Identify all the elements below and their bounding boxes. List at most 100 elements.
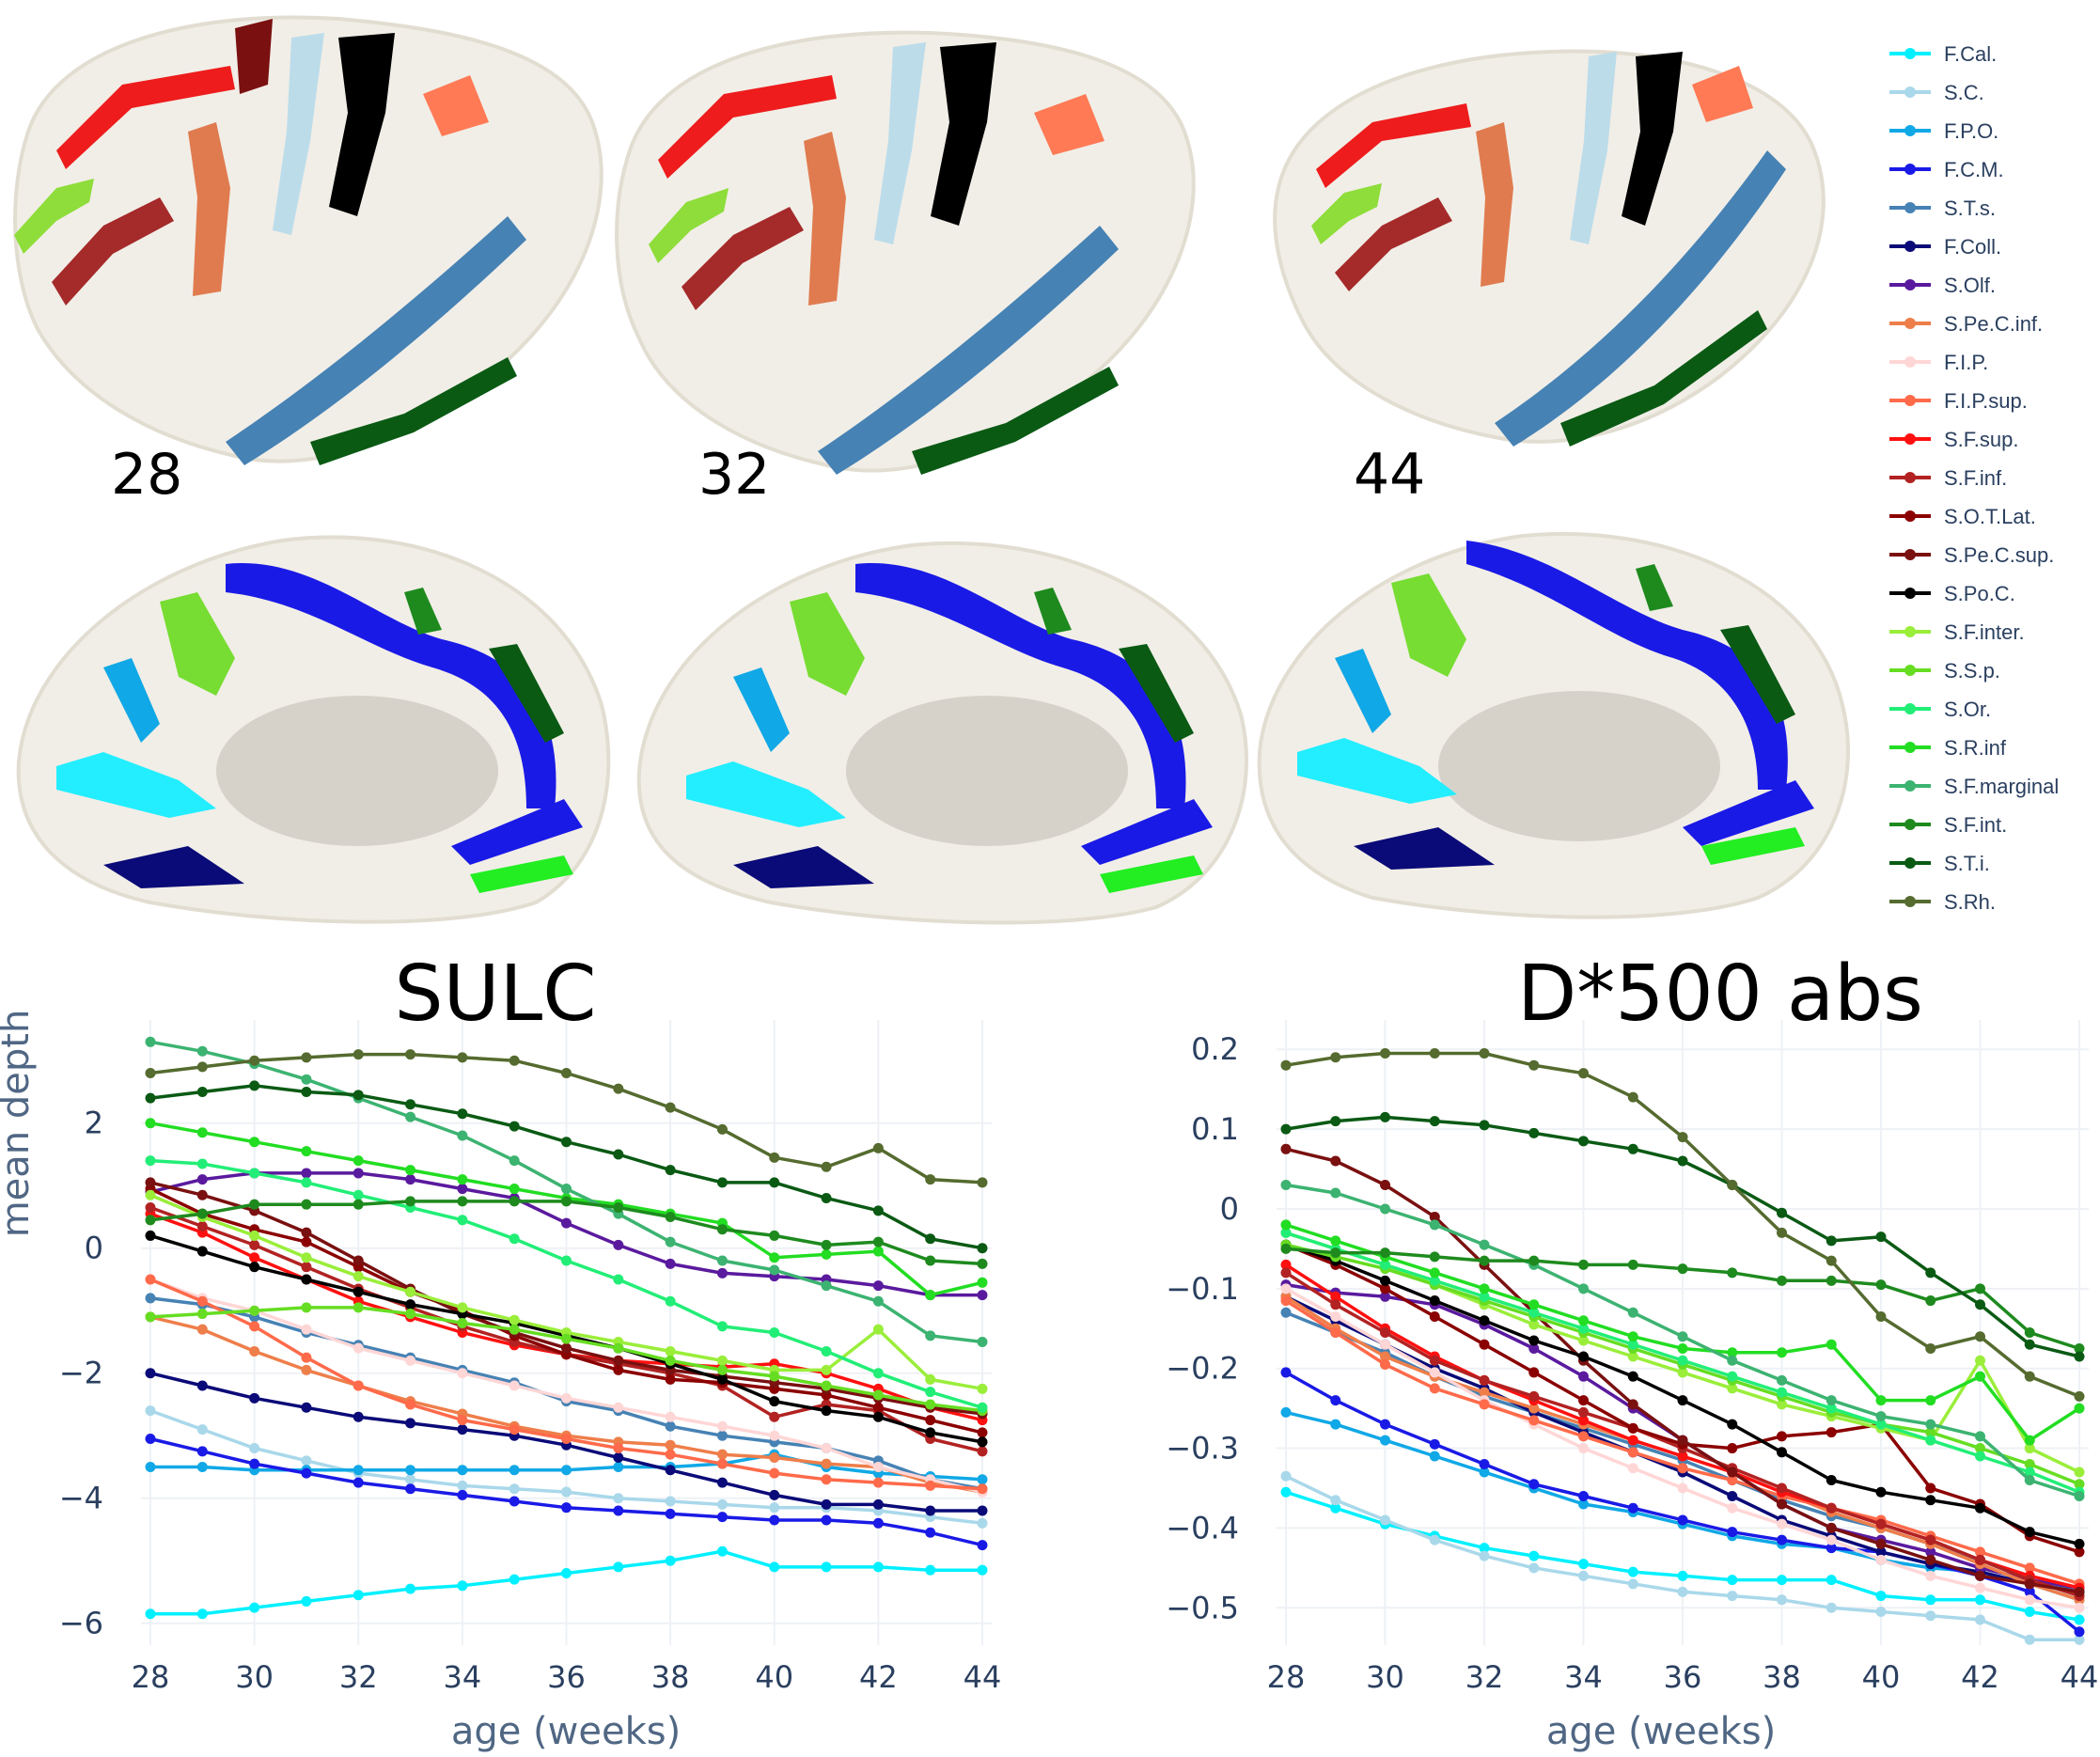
data-point [665, 1355, 676, 1366]
data-point [977, 1243, 988, 1254]
data-point [1528, 1127, 1540, 1138]
data-point [353, 1380, 364, 1391]
data-point [1777, 1431, 1787, 1442]
legend-item[interactable]: S.Pe.C.sup. [1889, 543, 2054, 567]
data-point [1330, 1495, 1341, 1506]
legend-item[interactable]: F.P.O. [1889, 119, 1998, 143]
data-point [1280, 1307, 1292, 1318]
data-point [769, 1411, 780, 1422]
data-point [1727, 1527, 1738, 1538]
data-point [353, 1155, 364, 1167]
data-point [1578, 1443, 1589, 1454]
data-point [925, 1255, 936, 1266]
region-s-pe-c-sup [235, 19, 273, 94]
region-f-cal [1297, 738, 1457, 804]
data-point [561, 1137, 572, 1148]
data-point [301, 1302, 312, 1313]
data-point [1925, 1610, 1936, 1622]
data-point [821, 1405, 832, 1417]
legend-item[interactable]: S.F.marginal [1889, 775, 2059, 798]
legend-item[interactable]: S.F.int. [1889, 813, 2007, 837]
legend-item[interactable]: S.F.inter. [1889, 620, 2025, 644]
brain-lateral-shape [1273, 49, 1826, 444]
data-point [509, 1155, 520, 1167]
legend-item[interactable]: F.Cal. [1889, 42, 1997, 66]
data-point [1280, 1243, 1292, 1254]
legend-item[interactable]: S.Pe.C.inf. [1889, 312, 2043, 336]
data-point [613, 1451, 624, 1463]
data-point [457, 1415, 468, 1426]
x-tick-label: 28 [132, 1659, 170, 1695]
data-point [1627, 1399, 1638, 1410]
region-s-c [273, 33, 324, 235]
chart-sulc: SULC mean depth age (weeks) 28 30 32 34 36 38… [0, 949, 1001, 1753]
legend-item[interactable]: S.Rh. [1889, 890, 1996, 914]
data-point [1727, 1502, 1738, 1514]
data-point [1429, 1116, 1440, 1127]
data-point [1677, 1570, 1688, 1581]
data-point [1826, 1235, 1837, 1247]
region-s-t-s [818, 226, 1119, 475]
data-point [977, 1436, 988, 1448]
data-point [457, 1580, 468, 1592]
data-point [977, 1540, 988, 1551]
data-point [457, 1302, 468, 1313]
data-point [561, 1434, 572, 1445]
data-point [1280, 1123, 1292, 1135]
data-point [509, 1424, 520, 1435]
data-point [1777, 1498, 1787, 1510]
x-tick-label: 44 [964, 1659, 1002, 1695]
data-point [1627, 1091, 1638, 1103]
legend-item[interactable]: S.F.inf. [1889, 466, 2007, 490]
legend-item[interactable]: F.C.M. [1889, 158, 2004, 181]
legend-item[interactable]: S.Olf. [1889, 274, 1996, 297]
data-point [561, 1486, 572, 1498]
legend-item[interactable]: S.C. [1889, 81, 1984, 104]
data-point [1479, 1120, 1490, 1131]
data-point [977, 1383, 988, 1394]
data-point [1479, 1283, 1490, 1294]
data-point [1875, 1554, 1887, 1565]
data-point [769, 1327, 780, 1338]
legend-item[interactable]: S.O.T.Lat. [1889, 505, 2036, 528]
data-point [1578, 1559, 1589, 1570]
series-S.Or. [145, 1155, 988, 1413]
region-s-f-inter [1311, 183, 1382, 244]
data-point [769, 1177, 780, 1188]
data-point [301, 1274, 312, 1285]
data-point [145, 1177, 156, 1188]
data-point [821, 1161, 832, 1172]
data-point [353, 1271, 364, 1282]
data-point [977, 1290, 988, 1301]
data-point [716, 1267, 728, 1279]
data-point [301, 1455, 312, 1467]
data-point [196, 1086, 208, 1097]
legend-item[interactable]: F.I.P.sup. [1889, 389, 2028, 413]
data-point [665, 1295, 676, 1307]
data-point [1875, 1518, 1887, 1530]
data-point [1925, 1546, 1936, 1558]
data-point [145, 1461, 156, 1472]
data-point [769, 1371, 780, 1382]
legend-item[interactable]: S.T.s. [1889, 196, 1996, 220]
legend-item[interactable]: S.R.inf [1889, 736, 2007, 760]
legend-item[interactable]: S.F.sup. [1889, 428, 2018, 451]
legend-item[interactable]: S.T.i. [1889, 852, 1990, 875]
data-point [925, 1480, 936, 1491]
data-point [301, 1168, 312, 1179]
data-point [1528, 1562, 1540, 1574]
data-point [145, 1434, 156, 1445]
region-s-t-s [226, 216, 526, 465]
data-point [1677, 1514, 1688, 1526]
legend-item[interactable]: S.Or. [1889, 698, 1991, 721]
legend-item[interactable]: F.Coll. [1889, 235, 2001, 259]
legend-label: S.O.T.Lat. [1944, 505, 2036, 528]
legend-item[interactable]: S.Po.C. [1889, 582, 2015, 605]
data-point [1330, 1116, 1341, 1127]
legend-item[interactable]: S.S.p. [1889, 659, 2000, 682]
x-tick-label: 34 [1564, 1659, 1603, 1695]
data-point [2074, 1390, 2085, 1402]
legend-item[interactable]: F.I.P. [1889, 351, 1988, 374]
data-point [821, 1364, 832, 1375]
data-point [665, 1236, 676, 1247]
